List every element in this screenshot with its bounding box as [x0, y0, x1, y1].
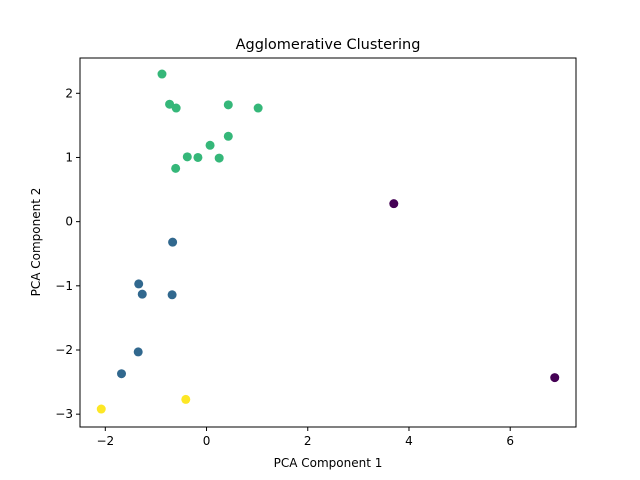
data-point-cluster-2	[171, 163, 181, 173]
data-point-cluster-1	[133, 347, 143, 357]
y-axis: −3 −2 −1 0 1 2	[55, 86, 80, 421]
data-point-cluster-0	[550, 373, 560, 383]
data-point-cluster-2	[182, 152, 192, 162]
x-tick-label: 0	[203, 434, 211, 448]
x-tick-label: 2	[304, 434, 312, 448]
chart-title: Agglomerative Clustering	[236, 37, 421, 53]
y-tick-label: 1	[65, 150, 73, 164]
data-point-cluster-2	[214, 153, 224, 163]
data-point-cluster-2	[157, 69, 167, 79]
data-point-cluster-2	[193, 152, 203, 162]
data-point-cluster-1	[117, 369, 127, 379]
y-tick-label: −3	[55, 407, 73, 421]
y-tick-label: 2	[65, 86, 73, 100]
x-tick-label: −2	[96, 434, 114, 448]
data-point-cluster-2	[205, 140, 215, 150]
y-axis-label: PCA Component 2	[29, 188, 43, 297]
axes-frame	[79, 57, 577, 428]
data-point-cluster-1	[137, 289, 147, 299]
y-tick-label: −2	[55, 343, 73, 357]
data-points	[96, 69, 560, 414]
data-point-cluster-2	[223, 100, 233, 110]
data-point-cluster-2	[165, 99, 175, 109]
y-tick-label: −1	[55, 279, 73, 293]
data-point-cluster-1	[168, 237, 178, 247]
data-point-cluster-0	[389, 199, 399, 209]
x-tick-label: 6	[506, 434, 514, 448]
data-point-cluster-2	[253, 103, 263, 113]
x-axis-label: PCA Component 1	[274, 456, 383, 470]
data-point-cluster-3	[181, 394, 191, 404]
data-point-cluster-1	[134, 279, 144, 289]
data-point-cluster-3	[96, 404, 106, 414]
x-tick-label: 4	[405, 434, 413, 448]
data-point-cluster-2	[223, 131, 233, 141]
x-axis: −2 0 2 4 6	[96, 427, 514, 448]
data-point-cluster-2	[171, 103, 181, 113]
data-point-cluster-1	[167, 290, 177, 300]
y-tick-label: 0	[65, 215, 73, 229]
